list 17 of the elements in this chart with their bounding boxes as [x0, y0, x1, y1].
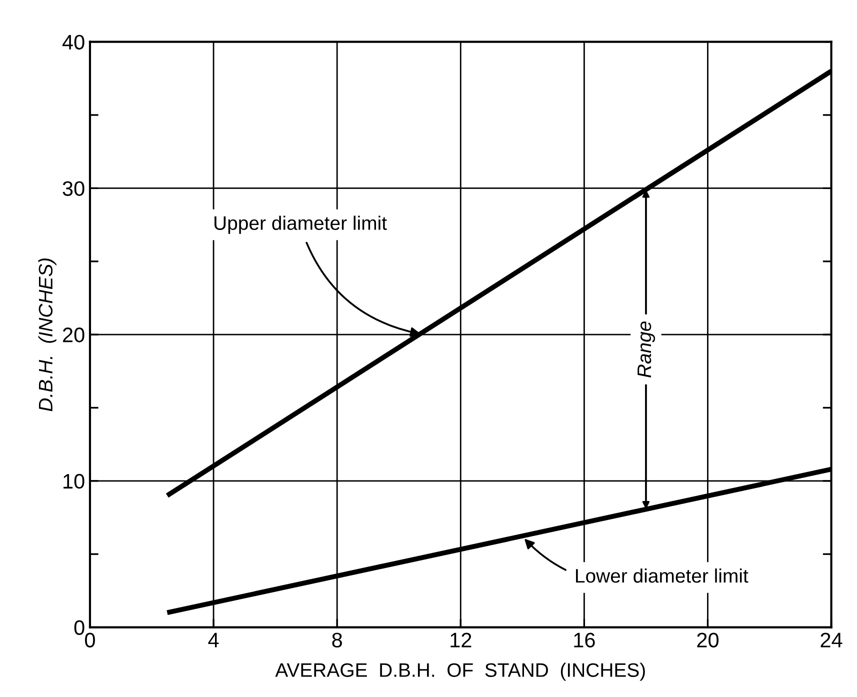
- y-axis-title: D.B.H. (INCHES): [38, 258, 56, 412]
- x-tick-label: 0: [85, 632, 95, 648]
- y-tick-label: 40: [62, 34, 84, 50]
- x-tick-label: 12: [450, 632, 472, 648]
- x-axis-title: AVERAGE D.B.H. OF STAND (INCHES): [275, 662, 645, 681]
- x-tick-label: 4: [208, 632, 219, 648]
- x-tick-label: 16: [574, 632, 595, 648]
- ref-line-label: Range: [638, 321, 656, 378]
- x-tick-label: 8: [332, 632, 342, 648]
- y-tick-label: 20: [63, 328, 84, 342]
- x-tick-label: 24: [820, 632, 842, 648]
- x-tick-label: 20: [697, 632, 719, 648]
- y-tick-label: 30: [62, 181, 84, 196]
- annotation: Lower diameter limit: [576, 568, 748, 583]
- y-tick-label: 10: [64, 474, 84, 489]
- y-tick-label: 0: [74, 620, 84, 636]
- annotation: Upper diameter limit: [214, 216, 387, 234]
